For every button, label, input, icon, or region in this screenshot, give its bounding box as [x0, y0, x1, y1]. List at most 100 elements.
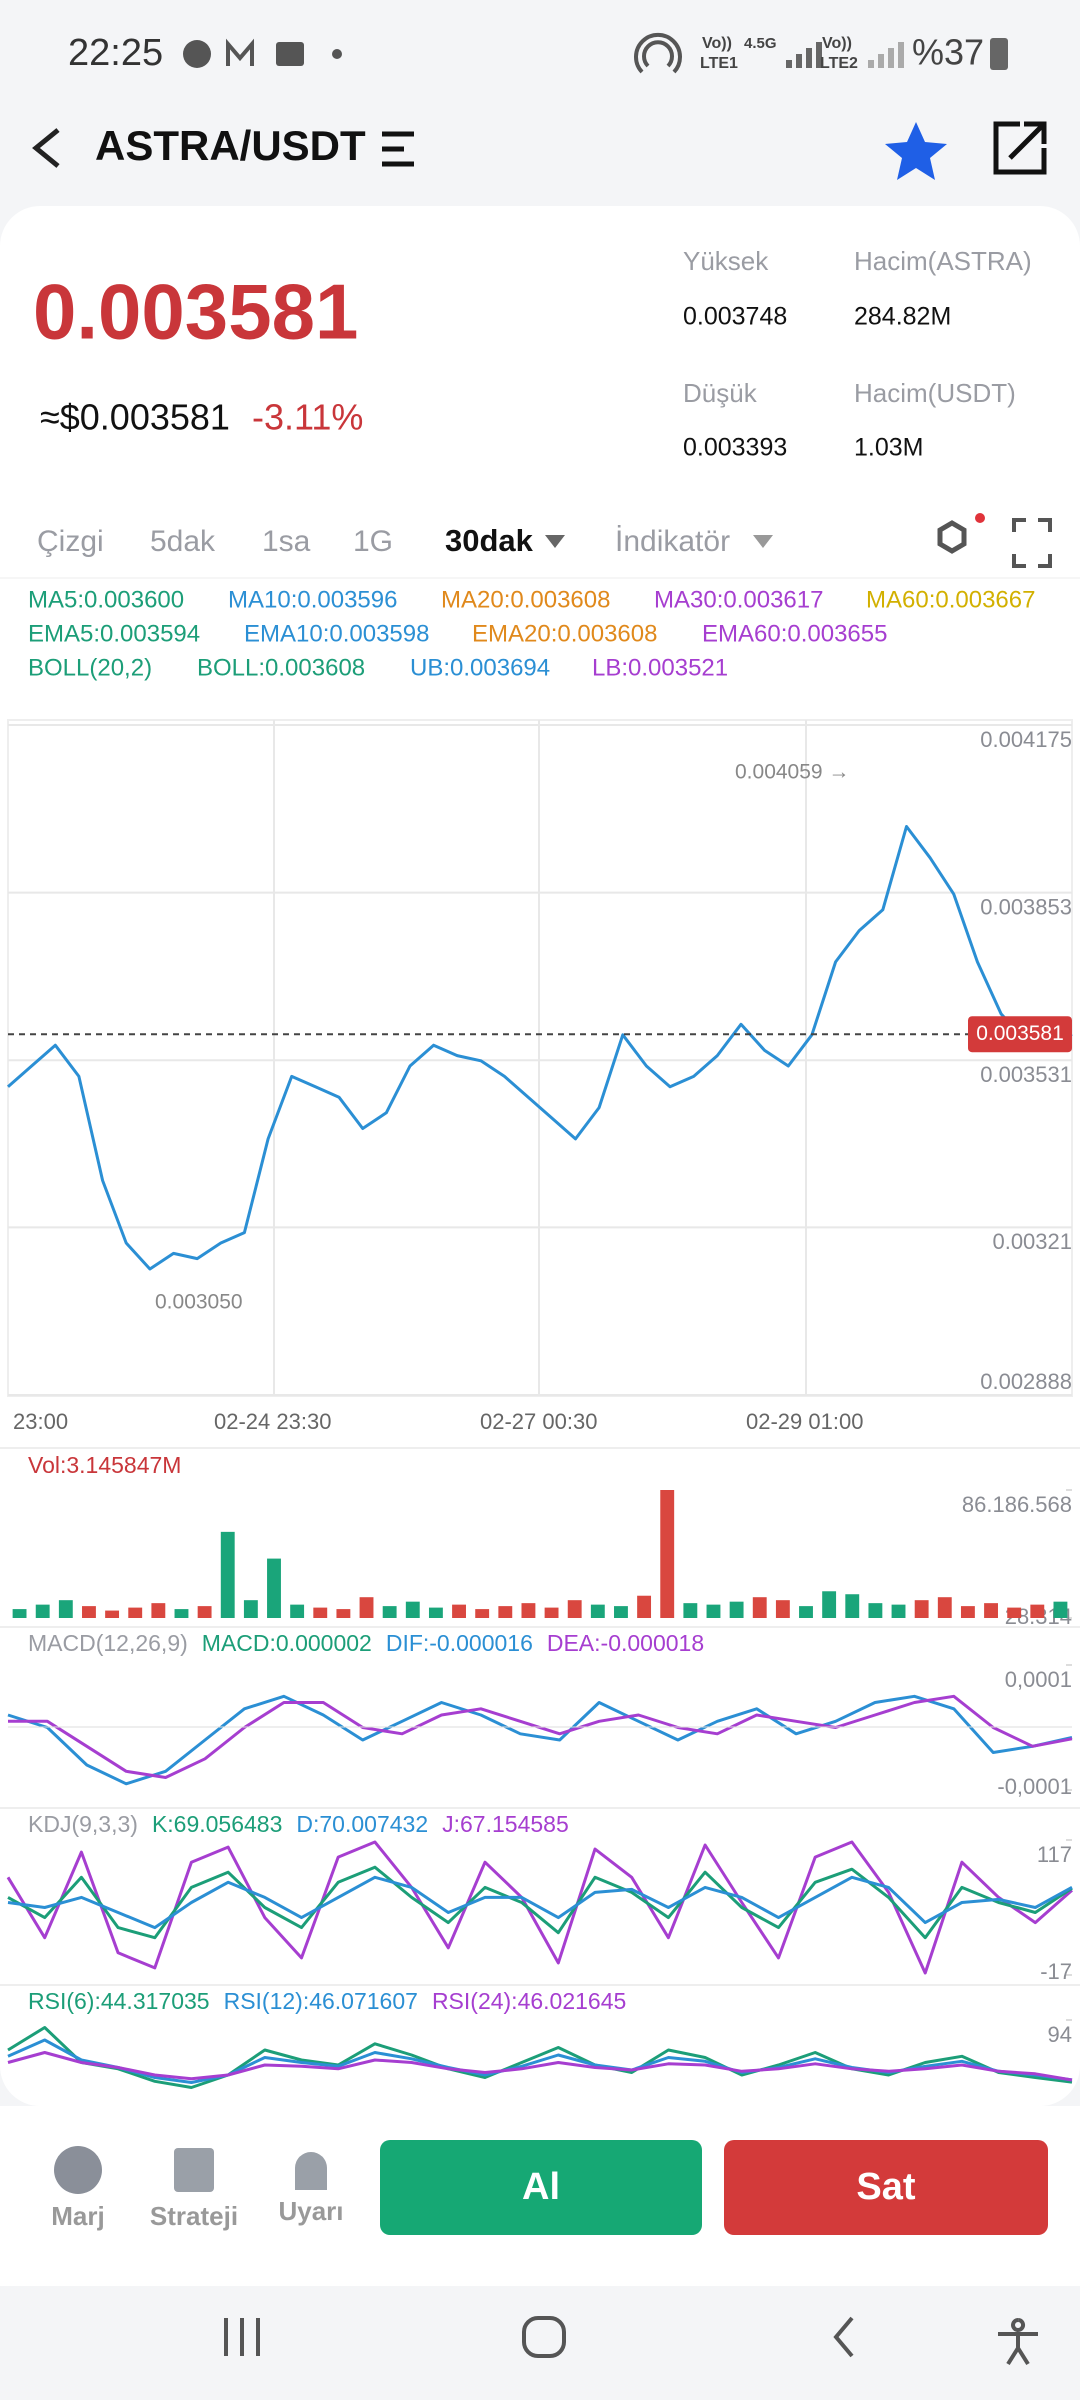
volume-bar: [290, 1604, 305, 1618]
share-icon[interactable]: [993, 121, 1047, 175]
tab[interactable]: İndikatör: [615, 525, 730, 558]
indicator-label: D:70.007432: [296, 1811, 428, 1837]
tool-label[interactable]: Marj: [51, 2201, 104, 2231]
volume-bar: [590, 1604, 605, 1618]
status-vo: Vo)): [822, 35, 852, 52]
tab[interactable]: 5dak: [150, 525, 216, 558]
indicator-value: MA5:0.003600: [28, 586, 184, 613]
y-tick-label: 0.004175: [980, 727, 1072, 752]
dropdown-arrow: [753, 535, 773, 548]
volume-bar: [614, 1606, 628, 1618]
volume-bar: [1030, 1604, 1045, 1618]
hotspot-icon: [634, 32, 682, 74]
tool-icon[interactable]: [54, 2146, 102, 2194]
volume-bar: [382, 1606, 397, 1618]
volume-bar: [336, 1609, 351, 1618]
menu-icon[interactable]: [382, 131, 414, 167]
indicator-label: K:69.056483: [152, 1811, 282, 1837]
stat-label: Hacim(USDT): [854, 378, 1016, 408]
y-tick-label: 94: [1048, 2022, 1072, 2047]
tool-label[interactable]: Uyarı: [278, 2196, 343, 2226]
tool-icon[interactable]: [174, 2148, 214, 2192]
sell-button[interactable]: [724, 2140, 1048, 2235]
volume-bar: [475, 1609, 490, 1618]
volume-bar: [498, 1606, 513, 1618]
volume-bar: [452, 1604, 466, 1618]
indicator-label: MACD:0.000002: [202, 1630, 372, 1656]
status-icon: [183, 40, 211, 68]
volume-bar: [637, 1595, 652, 1618]
dropdown-arrow: [545, 535, 565, 548]
volume-bar: [799, 1606, 813, 1618]
tab-active[interactable]: 30dak: [445, 523, 534, 558]
macd-line: [8, 1694, 1073, 1779]
x-tick-label: 02-29 01:00: [746, 1409, 863, 1434]
tab[interactable]: 1G: [353, 525, 393, 558]
volume-bar: [521, 1603, 536, 1618]
indicator-label: RSI(12):46.071607: [224, 1988, 418, 2014]
tab[interactable]: 1sa: [262, 525, 311, 558]
buy-label[interactable]: Al: [522, 2166, 560, 2208]
volume-bar: [1007, 1607, 1022, 1618]
macd-line: [7, 1694, 1073, 1786]
y-tick-label: 0,0001: [1005, 1667, 1072, 1692]
tab[interactable]: Çizgi: [37, 525, 104, 558]
stat-value: 0.003393: [683, 434, 787, 462]
volume-bar: [243, 1600, 258, 1618]
volume-bar: [567, 1600, 582, 1618]
indicator-value: EMA20:0.003608: [472, 620, 657, 647]
status-icon: [276, 42, 304, 66]
nav-home[interactable]: [522, 2316, 566, 2358]
rsi-line: [7, 2051, 1073, 2082]
settings-icon[interactable]: [937, 520, 967, 554]
tool-icon[interactable]: [295, 2152, 327, 2190]
accessibility-icon[interactable]: [998, 2318, 1038, 2366]
tool-label[interactable]: Strateji: [150, 2201, 238, 2231]
status-net: LTE1: [700, 55, 738, 72]
indicator-value: UB:0.003694: [410, 654, 550, 681]
indicator-label: MACD(12,26,9): [28, 1630, 188, 1656]
x-tick-label: 23:00: [13, 1409, 68, 1434]
buy-button[interactable]: [380, 2140, 702, 2235]
signal-icon: [786, 42, 822, 68]
sell-label[interactable]: Sat: [856, 2166, 915, 2208]
indicator-label: RSI(24):46.021645: [432, 1988, 626, 2014]
indicator-value: MA20:0.003608: [441, 586, 610, 613]
indicator-label: KDJ(9,3,3): [28, 1811, 138, 1837]
nav-back[interactable]: [833, 2316, 854, 2358]
volume-bar: [729, 1601, 744, 1618]
stat-value: 0.003748: [683, 303, 787, 331]
indicator-value: BOLL:0.003608: [197, 654, 365, 681]
y-tick-label: 117: [1037, 1842, 1072, 1867]
back-button[interactable]: [32, 128, 60, 168]
indicator-label: DEA:-0.000018: [547, 1630, 704, 1656]
volume-bar: [197, 1606, 212, 1618]
status-time: 22:25: [68, 32, 163, 74]
low-note: 0.003050: [155, 1291, 243, 1314]
indicator-label: RSI(6):44.317035: [28, 1988, 210, 2014]
volume-bar: [58, 1600, 73, 1618]
status-dot: [332, 49, 342, 59]
volume-bar: [937, 1597, 952, 1618]
volume-bar: [82, 1606, 96, 1618]
notice-dot: [975, 513, 985, 523]
status-icon: [226, 38, 254, 66]
y-tick-label: 0.003531: [980, 1062, 1072, 1087]
volume-bar: [775, 1600, 790, 1618]
fullscreen-icon[interactable]: [1012, 518, 1052, 568]
stat-label: Hacim(ASTRA): [854, 246, 1032, 276]
y-tick-label: -17: [1040, 1959, 1072, 1984]
favorite-star[interactable]: [885, 122, 947, 180]
status-speed: 4.5G: [744, 35, 777, 52]
volume-bar: [313, 1607, 328, 1618]
volume-bar: [105, 1610, 120, 1618]
volume-bar: [683, 1603, 698, 1618]
volume-bar: [868, 1603, 883, 1618]
indicator-value: LB:0.003521: [592, 654, 728, 681]
volume-bar: [891, 1604, 906, 1618]
nav-recents[interactable]: [224, 2318, 260, 2356]
y-tick-label: -0,0001: [997, 1774, 1072, 1799]
volume-bar: [1053, 1601, 1068, 1618]
volume-bar: [151, 1603, 166, 1618]
